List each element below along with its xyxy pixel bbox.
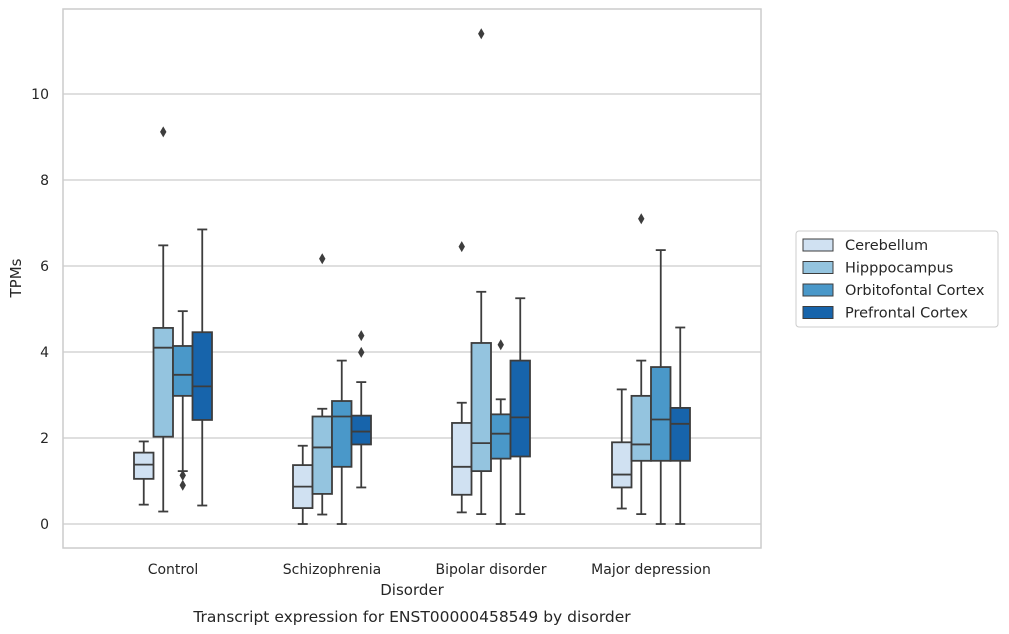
iqr-box <box>470 342 492 473</box>
legend-frame <box>795 230 999 328</box>
iqr-box <box>451 422 473 496</box>
outlier-point <box>358 346 365 358</box>
y-tick-label-4: 4 <box>40 345 49 361</box>
y-tick-label-8: 8 <box>40 173 49 189</box>
legend: Cerebellum Hipppocampus Orbitofontal Corte… <box>795 230 999 328</box>
y-tick-label-0: 0 <box>40 517 49 533</box>
iqr-box <box>669 406 691 462</box>
iqr-box <box>650 366 672 462</box>
iqr-box <box>152 327 174 438</box>
iqr-box <box>133 451 155 480</box>
outlier-point <box>478 28 485 40</box>
outlier-point <box>497 339 504 351</box>
box-hipppocampus-control <box>152 126 174 513</box>
chart-caption: Transcript expression for ENST0000045854… <box>192 608 631 626</box>
outlier-point <box>179 469 186 481</box>
legend-swatch-prefrontal-cortex <box>802 306 834 319</box>
box-hipppocampus-major-depression <box>630 213 652 516</box>
legend-swatch-orbitofontal-cortex <box>802 283 834 297</box>
outlier-point <box>319 253 326 265</box>
iqr-box <box>630 394 652 462</box>
y-tick-label-10: 10 <box>31 87 49 103</box>
x-axis-title: Disorder <box>380 581 444 599</box>
box-hipppocampus-bipolar-disorder <box>470 28 492 516</box>
x-tick-label-schizophrenia: Schizophrenia <box>283 562 381 578</box>
box-cerebellum-major-depression <box>611 388 633 510</box>
legend-label-orbitofontal-cortex: Orbitofontal Cortex <box>845 283 985 299</box>
box-orbitofontal-cortex-schizophrenia <box>331 359 353 525</box>
box-cerebellum-schizophrenia <box>292 444 314 525</box>
legend-swatch-hipppocampus <box>802 261 834 274</box>
x-tick-label-bipolar-disorder: Bipolar disorder <box>435 562 546 578</box>
x-axis-ticks: Control Schizophrenia Bipolar disorder Majo… <box>148 562 711 578</box>
outlier-point <box>160 126 167 138</box>
box-orbitofontal-cortex-control <box>172 310 194 491</box>
iqr-box <box>611 441 633 489</box>
box-prefrontal-cortex-bipolar-disorder <box>509 297 531 516</box>
x-tick-label-control: Control <box>148 562 199 578</box>
outlier-point <box>638 213 645 225</box>
iqr-box <box>331 400 353 468</box>
legend-swatch-cerebellum <box>802 238 834 252</box>
box-prefrontal-cortex-major-depression <box>669 326 691 525</box>
legend-label-cerebellum: Cerebellum <box>845 238 928 254</box>
iqr-box <box>191 331 213 421</box>
y-axis-title: TPMs <box>7 258 25 298</box>
y-tick-label-2: 2 <box>40 431 49 447</box>
plot-frame <box>62 8 762 549</box>
box-prefrontal-cortex-control <box>191 228 213 507</box>
box-cerebellum-control <box>133 440 155 506</box>
iqr-box <box>490 413 512 460</box>
iqr-box <box>311 415 333 495</box>
box-prefrontal-cortex-schizophrenia <box>350 330 372 489</box>
outlier-point <box>179 479 186 491</box>
box-hipppocampus-schizophrenia <box>311 253 333 516</box>
box-orbitofontal-cortex-bipolar-disorder <box>490 339 512 525</box>
outlier-point <box>458 241 465 253</box>
iqr-box <box>172 345 194 397</box>
x-tick-label-major-depression: Major depression <box>591 562 711 578</box>
iqr-box <box>509 359 531 458</box>
outlier-point <box>358 330 365 342</box>
legend-label-hipppocampus: Hipppocampus <box>845 261 953 277</box>
y-axis-ticks: 0 2 4 6 8 10 <box>31 87 49 533</box>
iqr-box <box>350 414 372 446</box>
box-orbitofontal-cortex-major-depression <box>650 249 672 525</box>
y-tick-label-6: 6 <box>40 259 49 275</box>
box-series <box>133 28 691 525</box>
box-cerebellum-bipolar-disorder <box>451 241 473 514</box>
legend-label-prefrontal-cortex: Prefrontal Cortex <box>845 306 968 322</box>
